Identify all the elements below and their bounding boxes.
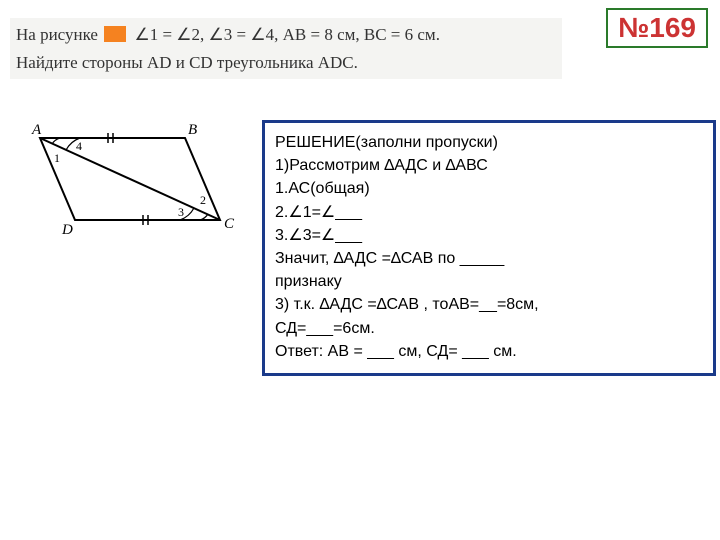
solution-line-10: Ответ: АВ = ___ см, СД= ___ см. [275, 340, 703, 363]
angle-1: 1 [54, 151, 60, 165]
solution-line-1: РЕШЕНИЕ(заполни пропуски) [275, 131, 703, 154]
angle-3: 3 [178, 205, 184, 219]
problem-statement: На рисунке ∠1 = ∠2, ∠3 = ∠4, AB = 8 см, … [10, 18, 562, 79]
label-b: B [188, 122, 197, 138]
solution-line-9: СД=___=6см. [275, 317, 703, 340]
orange-marker-icon [104, 26, 126, 42]
label-a: A [31, 122, 42, 138]
angle-2: 2 [200, 193, 206, 207]
solution-line-2: 1)Рассмотрим ∆АДС и ∆АВС [275, 154, 703, 177]
problem-number-badge: №169 [606, 8, 708, 48]
geometry-figure: A B C D 1 4 2 3 [10, 120, 250, 250]
solution-line-6: Значит, ∆АДС =∆САВ по _____ [275, 247, 703, 270]
solution-box: РЕШЕНИЕ(заполни пропуски) 1)Рассмотрим ∆… [262, 120, 716, 376]
statement-rest: ∠1 = ∠2, ∠3 = ∠4, AB = 8 см, BC = 6 см. [130, 25, 440, 44]
solution-line-3: 1.АС(общая) [275, 177, 703, 200]
angle-4: 4 [76, 139, 82, 153]
solution-line-4: 2.∠1=∠___ [275, 201, 703, 224]
statement-line-2: Найдите стороны AD и CD треугольника ADC… [16, 50, 556, 76]
solution-line-5: 3.∠3=∠___ [275, 224, 703, 247]
solution-line-7: признаку [275, 270, 703, 293]
statement-prefix: На рисунке [16, 25, 102, 44]
solution-line-8: 3) т.к. ∆АДС =∆САВ , тоАВ=__=8см, [275, 293, 703, 316]
diagonal-ac [40, 138, 220, 220]
statement-line-1: На рисунке ∠1 = ∠2, ∠3 = ∠4, AB = 8 см, … [16, 22, 556, 48]
label-c: C [224, 216, 235, 232]
label-d: D [61, 222, 73, 238]
